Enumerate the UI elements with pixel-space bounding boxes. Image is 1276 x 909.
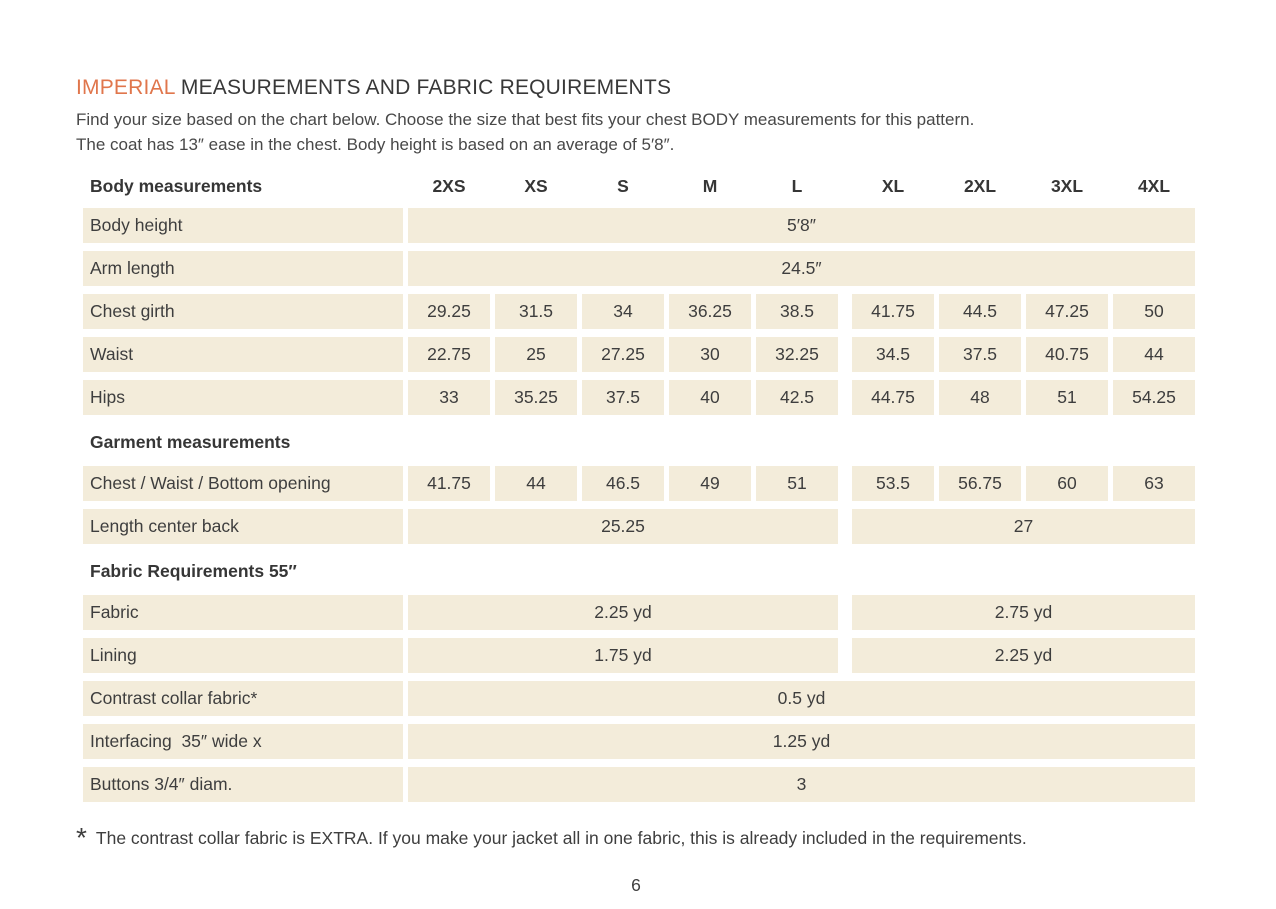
value-cell: 34: [582, 294, 664, 329]
column-header-3xl: 3XL: [1050, 175, 1084, 196]
table-row: Length center back 25.25 27: [83, 509, 1196, 544]
value-cell: 40: [669, 380, 751, 415]
column-header-xs: XS: [524, 175, 548, 196]
column-header-s: S: [617, 175, 629, 196]
footnote-text: The contrast collar fabric is EXTRA. If …: [95, 828, 1027, 848]
table-row: Contrast collar fabric* 0.5 yd: [83, 681, 1196, 716]
value-cell: 48: [939, 380, 1021, 415]
value-cell-right-group: 27: [852, 509, 1195, 544]
column-header-4xl: 4XL: [1137, 175, 1171, 196]
row-label: Body height: [83, 208, 403, 243]
value-cell: 50: [1113, 294, 1195, 329]
column-header-2xl: 2XL: [963, 175, 997, 196]
intro-line-1: Find your size based on the chart below.…: [76, 110, 975, 129]
page-title-highlight: IMPERIAL: [76, 76, 175, 99]
column-header-xl: XL: [881, 175, 905, 196]
table-row: Chest girth 29.25 31.5 34 36.25 38.5 41.75 44.5…: [83, 294, 1196, 329]
value-cell: 44.5: [939, 294, 1021, 329]
row-label: Arm length: [83, 251, 403, 286]
page-number: 6: [631, 875, 641, 895]
value-cell: 24.5″: [408, 251, 1195, 286]
value-cell: 34.5: [852, 337, 934, 372]
value-cell: 51: [1026, 380, 1108, 415]
value-cell-left-group: 2.25 yd: [408, 595, 838, 630]
table-row: Buttons 3/4″ diam. 3: [83, 767, 1196, 802]
row-label: Length center back: [83, 509, 403, 544]
value-cell: 49: [669, 466, 751, 501]
value-cell: 44: [1113, 337, 1195, 372]
row-label: Hips: [83, 380, 403, 415]
table-row: Chest / Waist / Bottom opening 41.75 44 46.…: [83, 466, 1196, 501]
row-label: Buttons 3/4″ diam.: [83, 767, 403, 802]
table-row: Interfacing 35″ wide x 1.25 yd: [83, 724, 1196, 759]
value-cell: 38.5: [756, 294, 838, 329]
measurements-table: Body measurements 2XS XS S M L XL 2XL 3XL 4XL Body…: [83, 172, 1196, 802]
value-cell: 54.25: [1113, 380, 1195, 415]
value-cell-right-group: 2.25 yd: [852, 638, 1195, 673]
value-cell: 25: [495, 337, 577, 372]
column-header-l: L: [791, 175, 803, 196]
value-cell: 30: [669, 337, 751, 372]
page-title-rest: MEASUREMENTS AND FABRIC REQUIREMENTS: [174, 76, 672, 99]
value-cell: 27.25: [582, 337, 664, 372]
row-label: Lining: [83, 638, 403, 673]
value-cell: 37.5: [939, 337, 1021, 372]
section-heading: Garment measurements: [90, 432, 291, 452]
value-cell: 5′8″: [408, 208, 1195, 243]
table-row: Body height 5′8″: [83, 208, 1196, 243]
value-cell: 32.25: [756, 337, 838, 372]
value-cell: 41.75: [852, 294, 934, 329]
value-cell: 36.25: [669, 294, 751, 329]
value-cell: 37.5: [582, 380, 664, 415]
value-cell: 35.25: [495, 380, 577, 415]
table-row: Lining 1.75 yd 2.25 yd: [83, 638, 1196, 673]
value-cell: 42.5: [756, 380, 838, 415]
value-cell: 51: [756, 466, 838, 501]
value-cell: 3: [408, 767, 1195, 802]
value-cell-left-group: 1.75 yd: [408, 638, 838, 673]
row-label: Fabric: [83, 595, 403, 630]
value-cell: 0.5 yd: [408, 681, 1195, 716]
value-cell: 40.75: [1026, 337, 1108, 372]
intro-paragraph: Find your size based on the chart below.…: [76, 107, 1196, 157]
table-row: Waist 22.75 25 27.25 30 32.25 34.5 37.5 40.75 44: [83, 337, 1196, 372]
value-cell: 33: [408, 380, 490, 415]
column-header-2xs: 2XS: [432, 175, 466, 196]
table-row: Hips 33 35.25 37.5 40 42.5 44.75 48 51 54.25: [83, 380, 1196, 415]
value-cell: 44.75: [852, 380, 934, 415]
row-label: Interfacing 35″ wide x: [83, 724, 403, 759]
footnote-asterisk: *: [76, 822, 87, 853]
intro-line-2: The coat has 13″ ease in the chest. Body…: [76, 135, 675, 154]
value-cell-right-group: 2.75 yd: [852, 595, 1195, 630]
value-cell: 44: [495, 466, 577, 501]
value-cell: 29.25: [408, 294, 490, 329]
footnote: * The contrast collar fabric is EXTRA. I…: [76, 822, 1196, 853]
value-cell: 63: [1113, 466, 1195, 501]
row-label: Waist: [83, 337, 403, 372]
value-cell: 31.5: [495, 294, 577, 329]
row-label: Chest / Waist / Bottom opening: [83, 466, 403, 501]
value-cell: 56.75: [939, 466, 1021, 501]
section-heading: Fabric Requirements 55″: [90, 561, 297, 581]
value-cell: 53.5: [852, 466, 934, 501]
table-row: Arm length 24.5″: [83, 251, 1196, 286]
value-cell: 47.25: [1026, 294, 1108, 329]
table-header-row: Body measurements 2XS XS S M L XL 2XL 3XL 4XL: [83, 172, 1196, 200]
row-label: Chest girth: [83, 294, 403, 329]
value-cell: 22.75: [408, 337, 490, 372]
page-content: IMPERIAL MEASUREMENTS AND FABRIC REQUIRE…: [76, 76, 1196, 896]
row-label: Contrast collar fabric*: [83, 681, 403, 716]
value-cell: 1.25 yd: [408, 724, 1195, 759]
column-header-m: M: [702, 175, 718, 196]
value-cell: 41.75: [408, 466, 490, 501]
value-cell: 46.5: [582, 466, 664, 501]
table-row: Fabric 2.25 yd 2.75 yd: [83, 595, 1196, 630]
page-title: IMPERIAL MEASUREMENTS AND FABRIC REQUIRE…: [76, 76, 1196, 100]
table-header-label: Body measurements: [90, 175, 263, 196]
value-cell-left-group: 25.25: [408, 509, 838, 544]
value-cell: 60: [1026, 466, 1108, 501]
